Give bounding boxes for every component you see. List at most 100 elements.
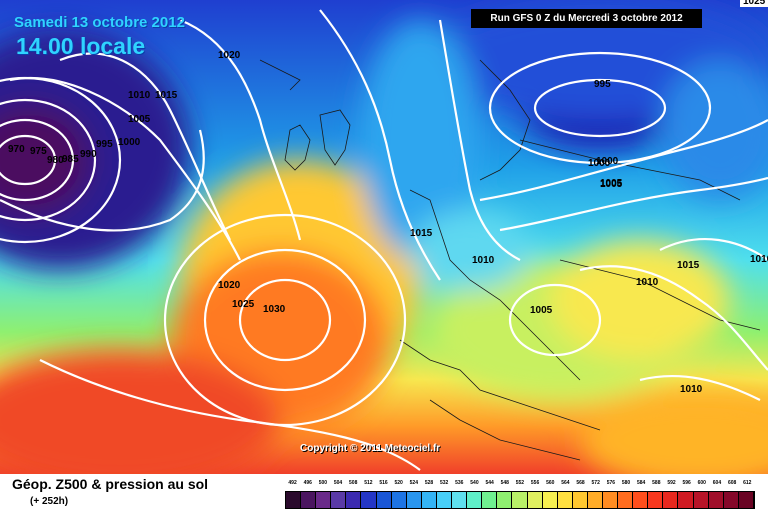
scale-label: 548 <box>500 480 509 486</box>
scale-label: 572 <box>591 480 600 486</box>
scale-label: 604 <box>712 480 722 486</box>
isobar-label: 1015 <box>677 260 700 271</box>
scale-swatch <box>693 492 709 508</box>
isobar-label: 1005 <box>600 179 623 190</box>
scale-swatch <box>602 492 619 508</box>
scale-label: 540 <box>470 480 479 486</box>
scale-swatch <box>708 492 724 508</box>
scale-label: 588 <box>652 480 661 486</box>
scale-label: 516 <box>379 480 388 486</box>
scale-swatch <box>346 492 362 508</box>
scale-label: 500 <box>318 480 328 486</box>
scale-swatch <box>361 492 377 508</box>
scale-label: 492 <box>288 480 297 486</box>
isobar-label: 980 <box>47 155 64 166</box>
isobar-label: 1010 <box>750 254 768 265</box>
scale-label: 544 <box>485 480 494 486</box>
isobar-label: 1020 <box>218 50 241 61</box>
scale-label: 592 <box>667 480 676 486</box>
scale-label: 556 <box>530 480 540 486</box>
scale-swatch <box>436 492 453 508</box>
copyright-notice: Copyright © 2011 Meteociel.fr <box>300 443 441 454</box>
scale-label: 520 <box>394 480 403 486</box>
scale-label: 532 <box>439 480 449 486</box>
geopotential-field: 1020101510101005100099599098598097597010… <box>0 0 768 474</box>
scale-label: 536 <box>455 480 464 486</box>
scale-label: 504 <box>333 480 343 486</box>
scale-label: 580 <box>621 480 631 486</box>
scale-label: 596 <box>682 480 691 486</box>
scale-swatch <box>497 492 513 508</box>
scale-label: 564 <box>561 480 570 486</box>
scale-swatch <box>648 492 664 508</box>
scale-label: 584 <box>637 480 646 486</box>
scale-label: 612 <box>743 480 752 486</box>
isobar-label: 1000 <box>118 137 141 148</box>
isobar-label: 1000 <box>596 156 619 167</box>
scale-swatch <box>678 492 694 508</box>
isobar-label: 995 <box>594 79 611 90</box>
color-blobs <box>0 0 768 474</box>
scale-swatch <box>542 492 558 508</box>
scale-swatch <box>723 492 739 508</box>
scale-label: 608 <box>727 480 737 486</box>
isobar-label: 1030 <box>263 304 286 315</box>
isobar-label: 1005 <box>128 114 151 125</box>
color-scale-labels: 492 496 500 504 508 512 516 520 524 528 532 536 540 5… <box>285 480 755 489</box>
isobar-label: 1010 <box>472 255 495 266</box>
isobars <box>0 9 768 471</box>
scale-swatch <box>391 492 407 508</box>
isobar-label: 1010 <box>128 90 151 101</box>
scale-swatch <box>557 492 573 508</box>
scale-swatch <box>572 492 588 508</box>
isobar-label: 1005 <box>530 305 553 316</box>
isobar-label: 1025 <box>232 299 255 310</box>
forecast-date: Samedi 13 octobre 2012 <box>14 14 185 31</box>
scale-label: 552 <box>515 480 525 486</box>
scale-label: 568 <box>576 480 585 486</box>
isobar-label: 970 <box>8 144 25 155</box>
scale-swatch <box>663 492 679 508</box>
scale-label: 512 <box>364 480 373 486</box>
scale-label: 560 <box>546 480 555 486</box>
scale-swatch <box>633 492 649 508</box>
isobar-label: 975 <box>30 146 47 157</box>
scale-swatch <box>406 492 422 508</box>
scale-swatch <box>331 492 347 508</box>
weather-map: 1020 1015 1010 1005 1000 995 990 985 980 975 970 10… <box>0 0 768 474</box>
scale-label: 496 <box>303 480 312 486</box>
scale-swatch <box>527 492 543 508</box>
isobar-label: 1000 <box>588 158 611 169</box>
scale-swatch <box>738 492 754 508</box>
scale-label: 524 <box>409 480 418 486</box>
scale-swatch <box>618 492 634 508</box>
scale-swatch <box>316 492 332 508</box>
scale-label: 508 <box>349 480 358 486</box>
isobar-labels: 1020101510101005100099599098598097597010… <box>8 20 768 395</box>
color-scale-swatches <box>285 491 755 509</box>
scale-swatch <box>482 492 498 508</box>
isobar-label: 985 <box>62 154 79 165</box>
isobar-label: 1005 <box>600 178 623 189</box>
scale-swatch <box>512 492 528 508</box>
isobar-label: 995 <box>96 139 113 150</box>
isobar-label: 990 <box>80 149 97 160</box>
scale-label: 576 <box>606 480 616 486</box>
isobar-label: 1010 <box>680 384 703 395</box>
run-info-box: Run GFS 0 Z du Mercredi 3 octobre 2012 <box>471 9 702 28</box>
scale-swatch <box>376 492 392 508</box>
scale-label: 600 <box>697 480 706 486</box>
isobar-label: 1015 <box>410 228 433 239</box>
legend-bar: Géop. Z500 & pression au sol (+ 252h) 49… <box>0 474 768 512</box>
scale-swatch <box>421 492 437 508</box>
corner-value: 1025 <box>740 0 768 7</box>
scale-swatch <box>301 492 317 508</box>
scale-label: 528 <box>424 480 434 486</box>
scale-swatch <box>452 492 468 508</box>
product-title: Géop. Z500 & pression au sol <box>12 476 209 492</box>
isobar-label: 1020 <box>218 280 241 291</box>
color-scale: 492 496 500 504 508 512 516 520 524 528 532 536 540 5… <box>285 480 755 509</box>
isobar-label: 1015 <box>155 90 178 101</box>
forecast-time: 14.00 locale <box>16 33 146 59</box>
scale-swatch <box>467 492 483 508</box>
